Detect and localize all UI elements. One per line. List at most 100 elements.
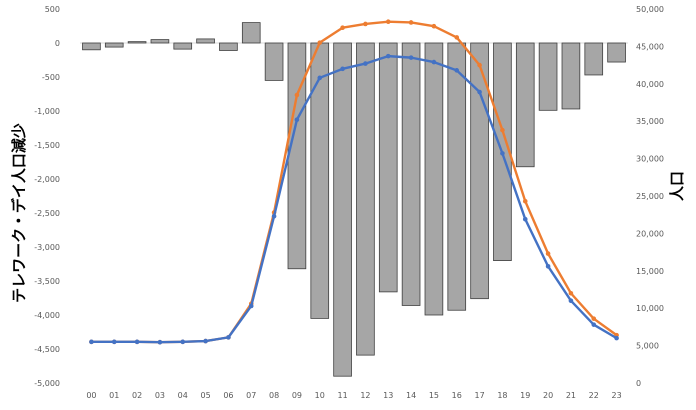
x-tick-label: 19 [520, 391, 530, 400]
bar [196, 38, 215, 44]
x-tick-label: 13 [383, 391, 393, 400]
bar [447, 42, 467, 311]
y-axis-title: テレワーク・デイ人口減少 [10, 123, 28, 303]
y2-tick-label: 10,000 [636, 304, 664, 313]
bar [104, 42, 124, 48]
data-point [545, 264, 551, 269]
bar [561, 42, 581, 110]
series-line [91, 54, 618, 344]
bar [310, 42, 330, 319]
data-point [157, 339, 163, 345]
data-point [340, 25, 345, 31]
data-point [522, 198, 528, 204]
x-tick-label: 17 [474, 391, 484, 400]
data-point [317, 75, 323, 81]
bar [241, 22, 261, 44]
x-axis-ticks: 00 01 02 03 04 05 06 07 08 09 10 11 12 13 14 15 16 17 18 19… [86, 391, 621, 400]
x-tick-label: 23 [611, 391, 621, 400]
data-point [363, 61, 368, 66]
bar [424, 42, 444, 316]
data-point [408, 20, 414, 25]
data-point [431, 59, 437, 65]
bar [538, 42, 558, 111]
y2-tick-label: 40,000 [636, 80, 664, 89]
data-point [340, 66, 345, 72]
y-tick-label: -1,000 [34, 107, 60, 116]
bar [356, 42, 375, 356]
y2-tick-label: 35,000 [636, 117, 664, 126]
y2-axis-title: 人口 [668, 171, 686, 201]
data-point [568, 298, 574, 304]
y2-tick-label: 5,000 [636, 342, 659, 351]
data-point [454, 68, 460, 73]
data-point [203, 338, 208, 344]
y2-tick-label: 20,000 [636, 229, 664, 238]
data-point [408, 55, 414, 60]
bar [607, 42, 626, 63]
data-point [477, 62, 482, 68]
x-tick-label: 08 [269, 391, 279, 400]
data-point [522, 216, 528, 222]
x-tick-label: 04 [178, 391, 188, 400]
bar [264, 42, 284, 81]
y2-tick-label: 30,000 [636, 155, 664, 164]
x-tick-label: 21 [566, 391, 576, 400]
data-point [294, 117, 300, 123]
data-point [180, 339, 186, 345]
data-point [385, 19, 391, 25]
data-point [134, 339, 140, 345]
data-point [545, 251, 551, 256]
data-point [89, 339, 94, 345]
bar [219, 42, 238, 51]
x-tick-label: 15 [429, 391, 439, 400]
bar [287, 42, 307, 270]
x-tick-label: 07 [246, 391, 256, 400]
x-tick-label: 14 [406, 391, 416, 400]
y-tick-label: -2,000 [34, 175, 60, 184]
x-tick-label: 09 [292, 391, 302, 400]
y-tick-label: -4,500 [34, 345, 60, 354]
bar [173, 42, 193, 50]
x-tick-label: 16 [452, 391, 462, 400]
data-point [431, 23, 437, 29]
y2-tick-label: 50,000 [636, 5, 664, 14]
data-point [248, 303, 254, 309]
x-tick-label: 12 [360, 391, 370, 400]
x-tick-label: 10 [315, 391, 325, 400]
y-tick-label: -3,000 [34, 243, 60, 252]
left-axis-ticks: 500 0 -500 -1,000 -1,500 -2,000 -2,500 -3,000 -3… [34, 5, 60, 388]
y-tick-label: 500 [45, 5, 60, 14]
data-point [591, 322, 597, 327]
x-tick-label: 03 [155, 391, 165, 400]
bar [150, 39, 170, 44]
line-series [89, 19, 619, 345]
x-tick-label: 05 [200, 391, 210, 400]
bar-series [82, 22, 626, 377]
y-tick-label: -2,500 [34, 209, 60, 218]
x-tick-label: 06 [223, 391, 233, 400]
bar [515, 42, 535, 168]
bar [82, 42, 101, 51]
y-tick-label: -5,000 [34, 379, 60, 388]
y-tick-label: -500 [42, 73, 60, 82]
y2-tick-label: 15,000 [636, 267, 664, 276]
x-tick-label: 11 [337, 391, 347, 400]
data-point [500, 151, 505, 156]
data-point [385, 53, 391, 59]
data-point [614, 335, 619, 341]
bar [584, 42, 604, 76]
data-point [363, 21, 368, 27]
x-tick-label: 22 [589, 391, 599, 400]
y-tick-label: -1,500 [34, 141, 60, 150]
data-point [226, 335, 231, 340]
right-axis-ticks: 50,000 45,000 40,000 35,000 30,000 25,000 20,0… [636, 5, 664, 388]
data-point [454, 35, 460, 40]
y2-tick-label: 45,000 [636, 42, 664, 51]
data-point [294, 92, 300, 98]
y-tick-label: -3,500 [34, 277, 60, 286]
bar [378, 42, 398, 293]
x-tick-label: 18 [497, 391, 507, 400]
x-tick-label: 00 [86, 391, 96, 400]
